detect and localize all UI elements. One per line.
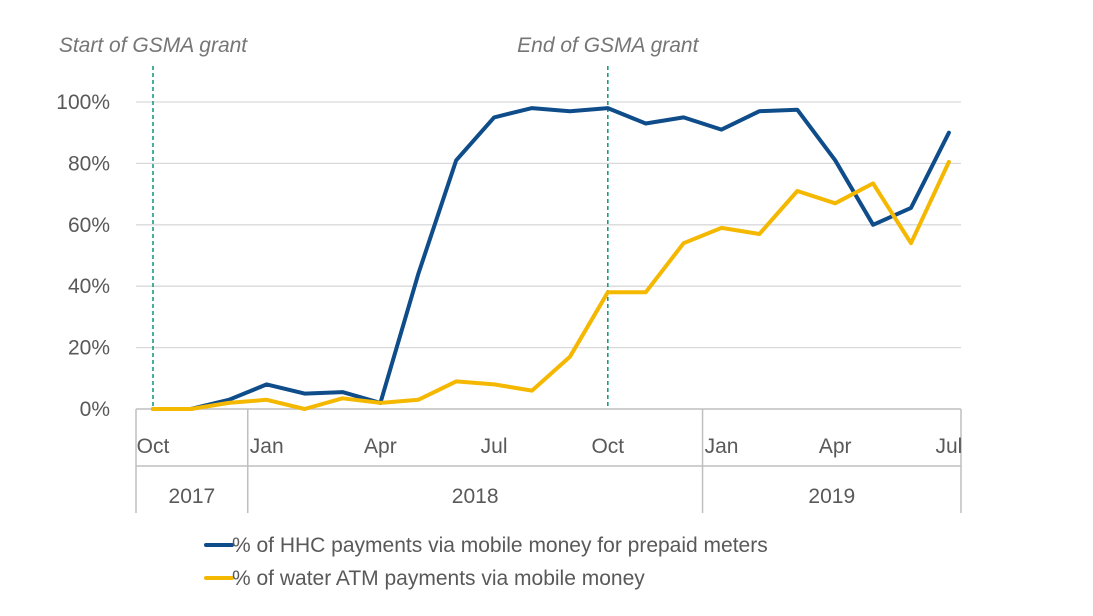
legend: % of HHC payments via mobile money for p… [204, 534, 768, 590]
y-tick-label: 80% [68, 152, 110, 175]
series-line-water-atm [151, 159, 951, 411]
x-axis: Oct Jan Apr Jul Oct Jan Apr Jul 2017 2018 2019 [135, 408, 962, 513]
annotation-label: Start of GSMA grant [59, 34, 248, 57]
x-tick-label: Oct [137, 435, 170, 458]
y-tick-label: 0% [80, 398, 110, 421]
series-lines [151, 106, 951, 411]
y-tick-label: 20% [68, 337, 110, 360]
y-axis: 0% 20% 40% 60% 80% 100% [56, 91, 110, 421]
x-tick-label: Jan [705, 435, 739, 458]
gridlines [136, 101, 961, 349]
annotation-label: End of GSMA grant [517, 34, 699, 57]
legend-label: % of water ATM payments via mobile money [232, 567, 645, 590]
x-tick-label: Jan [250, 435, 284, 458]
y-tick-label: 40% [68, 275, 110, 298]
x-year-label: 2018 [452, 485, 499, 508]
y-tick-label: 100% [56, 91, 110, 114]
x-year-label: 2019 [808, 485, 855, 508]
x-tick-label: Apr [364, 435, 397, 458]
legend-label: % of HHC payments via mobile money for p… [232, 534, 768, 557]
x-tick-label: Jul [935, 435, 962, 458]
annotations: Start of GSMA grant End of GSMA grant [59, 34, 700, 409]
x-tick-label: Apr [819, 435, 852, 458]
y-tick-label: 60% [68, 214, 110, 237]
series-line-hhc [151, 106, 951, 411]
x-tick-label: Jul [481, 435, 508, 458]
x-tick-label: Oct [591, 435, 624, 458]
x-year-label: 2017 [169, 485, 216, 508]
